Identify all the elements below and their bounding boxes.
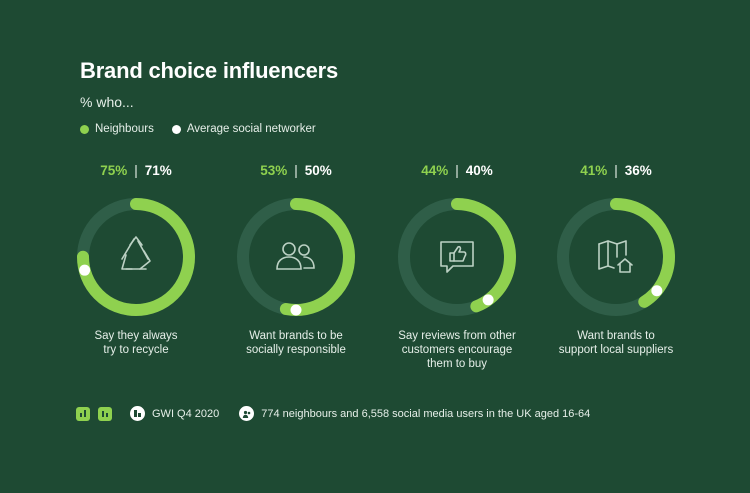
ring-caption: Say reviews from other customers encoura… — [377, 329, 537, 371]
footer-source: GWI Q4 2020 — [152, 407, 220, 420]
ring-block-recycle: 75% | 71% Say they always try to recycle — [56, 160, 216, 357]
ring-caption: Want brands to support local suppliers — [536, 329, 696, 357]
recycle-icon — [121, 236, 151, 270]
average-value-label: 50% — [304, 162, 332, 178]
pct-separator: | — [614, 162, 618, 178]
donut-ring — [74, 195, 198, 319]
pct-separator: | — [294, 162, 298, 178]
pct-row: 41% | 36% — [536, 160, 696, 180]
pct-separator: | — [134, 162, 138, 178]
caption-line: Say reviews from other — [398, 330, 516, 342]
ring-block-local-suppliers: 41% | 36% Want brands to support local s… — [536, 160, 696, 357]
donut-ring — [554, 195, 678, 319]
people-icon — [276, 242, 315, 270]
pct-row: 44% | 40% — [377, 160, 537, 180]
thumbs-up-review-icon — [440, 241, 474, 273]
ring-block-socially-responsible: 53% | 50% Want brands to be socially res… — [216, 160, 376, 357]
ring-caption: Say they always try to recycle — [56, 329, 216, 357]
legend: Neighbours Average social networker — [80, 123, 334, 135]
legend-item-average: Average social networker — [171, 123, 316, 135]
average-value-label: 36% — [624, 162, 652, 178]
footer-sample: 774 neighbours and 6,558 social media us… — [261, 407, 591, 420]
donut-svg — [398, 198, 516, 316]
legend-label-average: Average social networker — [186, 123, 316, 135]
average-value-label: 71% — [144, 162, 172, 178]
neighbours-value-label: 44% — [421, 162, 449, 178]
chart-subtitle: % who... — [80, 94, 134, 110]
donut-ring — [395, 195, 519, 319]
donut-ring — [234, 195, 358, 319]
caption-line: Say they always — [94, 330, 178, 342]
pct-row: 75% | 71% — [56, 160, 216, 180]
donut-svg — [557, 198, 675, 316]
chart-title: Brand choice influencers — [80, 58, 339, 83]
legend-label-neighbours: Neighbours — [95, 123, 154, 135]
chart-badge-icon — [76, 406, 90, 421]
chart-badge-icon — [98, 406, 112, 421]
caption-line: them to buy — [426, 358, 488, 370]
map-home-icon — [598, 240, 633, 273]
neighbours-value-label: 41% — [580, 162, 608, 178]
audience-icon — [239, 406, 255, 421]
legend-swatch-average — [171, 124, 181, 134]
pct-separator: | — [455, 162, 459, 178]
neighbours-arc — [557, 198, 675, 316]
ring-block-reviews: 44% | 40% Say reviews from other custome… — [377, 160, 537, 371]
donut-svg — [237, 198, 355, 316]
caption-line: customers encourage — [401, 344, 513, 356]
source-icon — [130, 406, 145, 421]
donut-svg — [77, 198, 195, 316]
neighbours-value-label: 53% — [260, 162, 288, 178]
average-marker — [651, 285, 663, 297]
pct-row: 53% | 50% — [216, 160, 376, 180]
average-marker — [290, 304, 302, 316]
average-marker — [79, 264, 91, 276]
neighbours-arc — [77, 198, 195, 316]
caption-line: try to recycle — [103, 344, 169, 356]
legend-item-neighbours: Neighbours — [80, 123, 154, 135]
average-value-label: 40% — [465, 162, 493, 178]
caption-line: socially responsible — [246, 344, 346, 356]
neighbours-value-label: 75% — [100, 162, 128, 178]
footer: GWI Q4 2020 774 neighbours and 6,558 soc… — [76, 406, 590, 421]
neighbours-arc — [398, 198, 516, 316]
caption-line: Want brands to be — [249, 330, 343, 342]
caption-line: Want brands to — [577, 330, 655, 342]
caption-line: support local suppliers — [558, 344, 674, 356]
legend-swatch-neighbours — [80, 124, 89, 134]
ring-caption: Want brands to be socially responsible — [216, 329, 376, 357]
average-marker — [482, 294, 494, 306]
